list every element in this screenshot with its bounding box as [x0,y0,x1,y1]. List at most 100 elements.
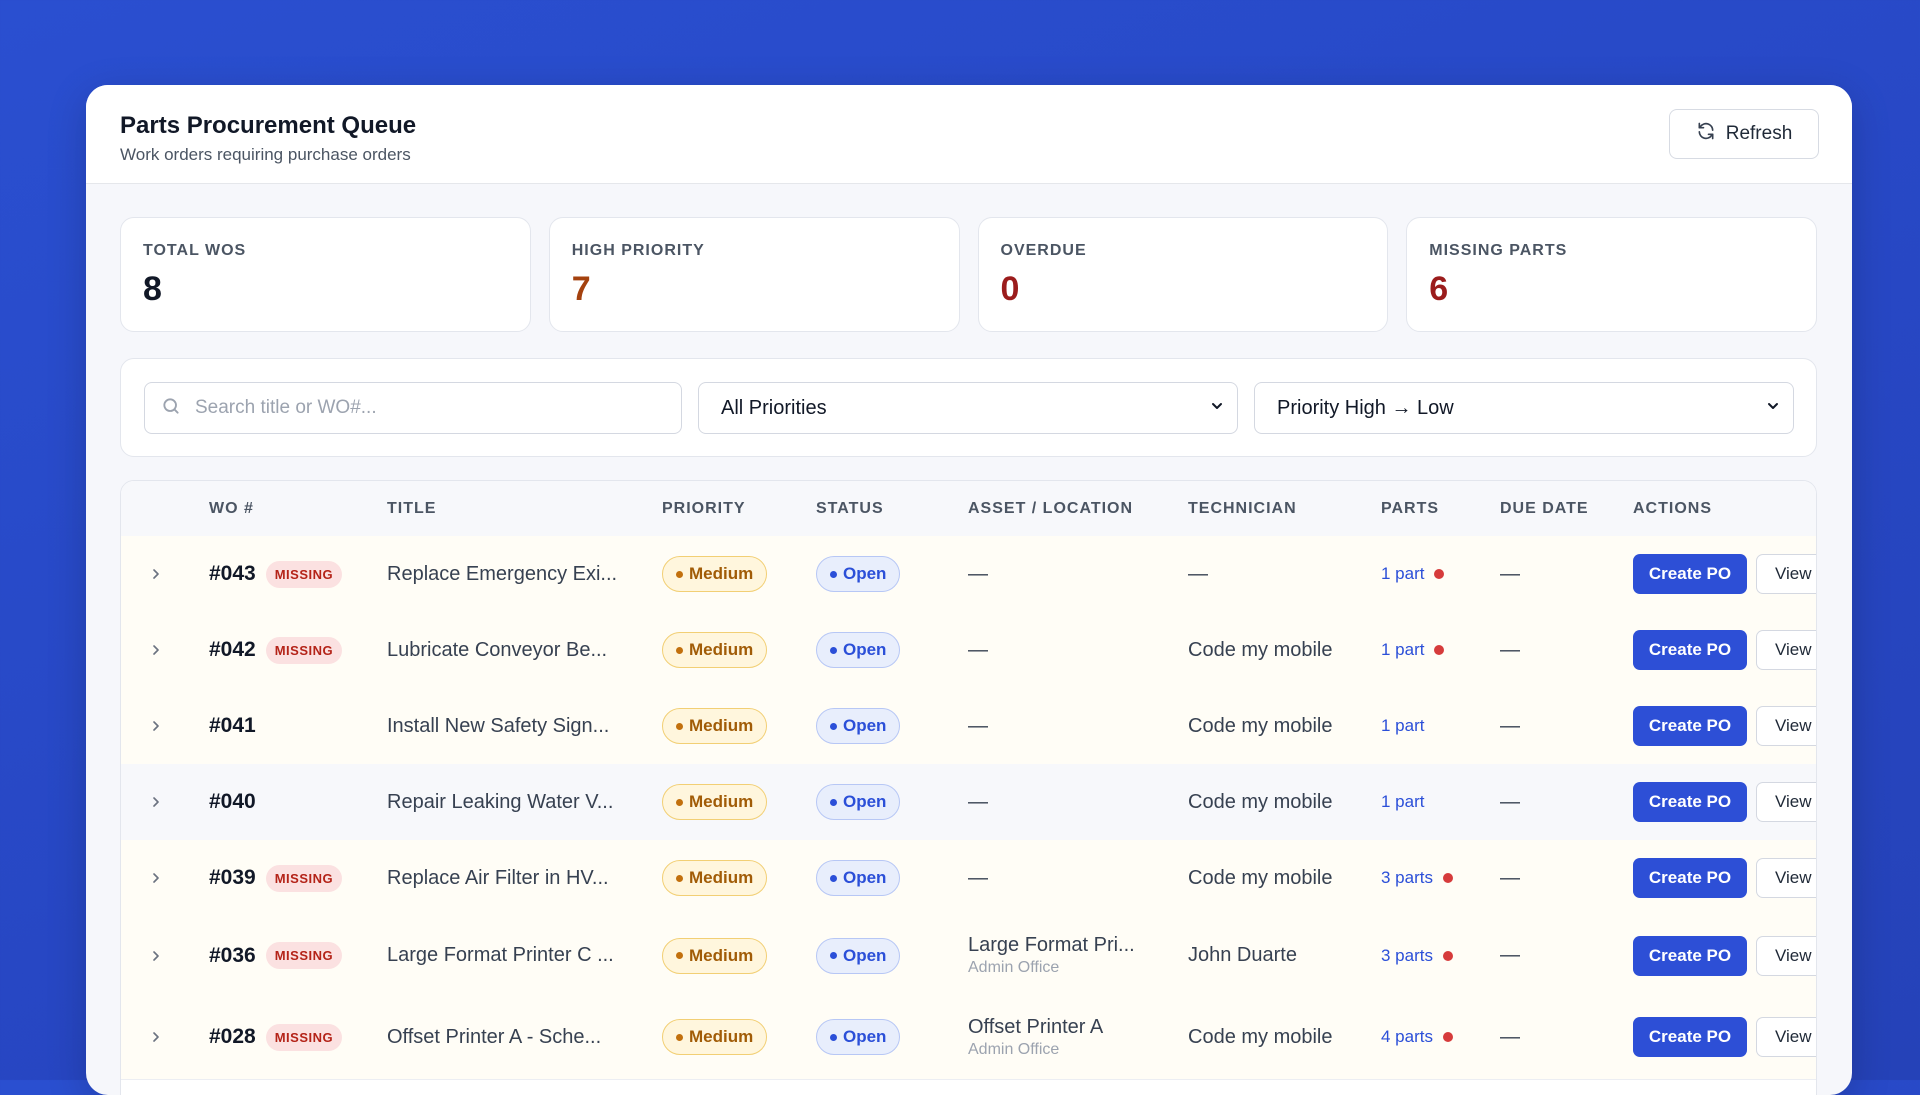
priority-cell: Medium [662,536,768,612]
column-header-technician: TECHNICIAN [1188,500,1297,517]
refresh-label: Refresh [1725,123,1793,144]
parts-link[interactable]: 4 parts [1381,1027,1453,1047]
priority-filter-select[interactable]: All Priorities [698,382,1238,434]
wo-title: Replace Air Filter in HV... [387,866,609,889]
table-row[interactable]: #036 MISSING Large Format Printer C ... Med… [121,916,1816,996]
technician-name: Code my mobile [1188,790,1333,813]
priority-dot [676,952,683,959]
parts-link[interactable]: 3 parts [1381,868,1453,888]
wo-number: #041 [209,714,256,737]
priority-badge: Medium [662,556,768,592]
create-po-button[interactable]: Create PO [1633,935,1747,976]
technician-name: Code my mobile [1188,714,1333,737]
table-row[interactable]: #028 MISSING Offset Printer A - Sche... Med… [121,995,1816,1080]
create-po-button[interactable]: Create PO [1633,630,1747,670]
priority-label: Medium [689,945,754,965]
parts-count: 3 parts [1381,868,1433,887]
missing-parts-indicator [1434,645,1445,655]
priority-dot [676,722,683,730]
chevron-right-icon[interactable] [148,840,164,916]
actions-cell: Create PO View [1633,840,1816,916]
view-button[interactable]: View [1756,554,1816,594]
parts-link[interactable]: 1 part [1381,564,1445,584]
create-po-button[interactable]: Create PO [1633,858,1747,898]
asset-name: — [968,562,988,585]
status-dot [830,874,837,882]
view-button[interactable]: View [1756,1017,1816,1057]
wo-title: Install New Safety Sign... [387,714,610,737]
status-dot [830,798,837,806]
priority-dot [676,874,683,882]
chevron-right-icon[interactable] [148,536,164,612]
status-label: Open [843,640,887,659]
table-row[interactable]: #042 MISSING Lubricate Conveyor Be... Mediu… [121,612,1816,689]
parts-link[interactable]: 1 part [1381,716,1424,736]
stat-value: 8 [143,270,162,308]
actions-cell: Create PO View [1633,764,1816,840]
parts-link[interactable]: 1 part [1381,640,1445,660]
parts-link[interactable]: 3 parts [1381,946,1453,966]
status-dot [830,1033,837,1041]
create-po-button[interactable]: Create PO [1633,782,1747,822]
technician-name: Code my mobile [1188,866,1333,889]
missing-parts-indicator [1442,950,1453,961]
status-badge: Open [816,632,901,668]
view-button[interactable]: View [1756,858,1816,898]
missing-parts-indicator [1434,569,1445,579]
view-button[interactable]: View [1756,706,1816,746]
asset-location-cell: — [968,536,988,612]
stat-label: HIGH PRIORITY [571,242,705,259]
filter-bar: All Priorities Priority High → Low [120,358,1817,457]
status-cell: Open [816,536,901,612]
wo-cell: #036 MISSING [209,916,343,995]
create-po-button[interactable]: Create PO [1633,706,1747,746]
wo-title: Replace Emergency Exi... [387,562,618,585]
wo-cell: #039 MISSING [209,840,343,916]
asset-name: — [968,866,988,889]
sort-select[interactable]: Priority High → Low [1254,382,1794,434]
chevron-right-icon[interactable] [148,995,164,1079]
refresh-icon [1696,121,1716,147]
create-po-button[interactable]: Create PO [1633,1017,1747,1057]
column-header-actions: ACTIONS [1633,500,1712,517]
priority-badge: Medium [662,784,768,820]
wo-cell: #040 [209,764,256,840]
asset-location-cell: — [968,764,988,840]
panel-header: Parts Procurement Queue Work orders requ… [86,85,1852,184]
status-label: Open [843,564,887,583]
table-row[interactable]: #039 MISSING Replace Air Filter in HV... Me… [121,840,1816,917]
chevron-right-icon[interactable] [148,612,164,688]
wo-number: #039 [209,866,256,889]
technician-name: — [1188,562,1208,585]
wo-number: #040 [209,790,256,813]
view-button[interactable]: View [1756,630,1816,670]
parts-link[interactable]: 1 part [1381,792,1424,812]
stat-label: OVERDUE [1000,242,1087,259]
table-row[interactable]: #040 Repair Leaking Water V... Medium Open —… [121,764,1816,841]
priority-label: Medium [689,792,754,811]
chevron-right-icon[interactable] [148,764,164,840]
chevron-right-icon[interactable] [148,916,164,995]
priority-cell: Medium [662,840,768,916]
wo-number: #036 [209,943,256,967]
wo-number: #028 [209,1025,256,1048]
table-row[interactable]: #043 MISSING Replace Emergency Exi... Mediu… [121,536,1816,613]
view-button[interactable]: View [1756,935,1816,976]
column-header-due-date: DUE DATE [1500,500,1589,517]
search-box[interactable] [144,382,682,434]
wo-number: #043 [209,562,256,585]
actions-cell: Create PO View [1633,536,1816,612]
create-po-button[interactable]: Create PO [1633,554,1747,594]
search-input[interactable] [193,396,667,420]
chevron-right-icon[interactable] [148,688,164,764]
priority-cell: Medium [662,995,768,1079]
priority-cell: Medium [662,688,768,764]
table-row[interactable]: #041 Install New Safety Sign... Medium Open… [121,688,1816,765]
missing-badge: MISSING [265,636,343,664]
refresh-button[interactable]: Refresh [1669,109,1819,159]
parts-count: 3 parts [1381,945,1433,965]
wo-cell: #041 [209,688,256,764]
priority-label: Medium [689,868,754,887]
view-button[interactable]: View [1756,782,1816,822]
asset-name: Large Format Pri... [968,934,1135,956]
